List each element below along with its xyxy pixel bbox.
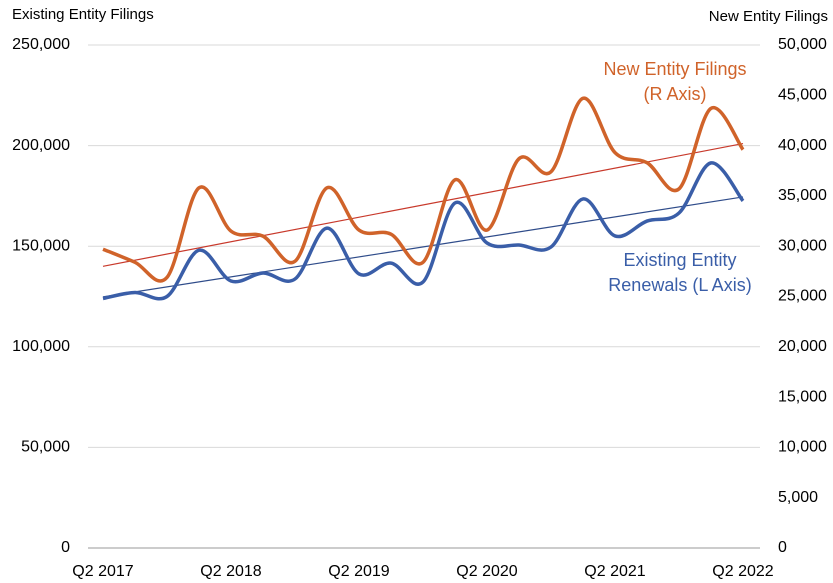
y2-tick-label: 15,000 xyxy=(778,388,827,405)
y2-tick-label: 30,000 xyxy=(778,237,827,254)
series-line xyxy=(102,161,745,301)
y-tick-label: 150,000 xyxy=(12,237,70,254)
series-annotation: Renewals (L Axis) xyxy=(608,275,751,295)
y-tick-label: 50,000 xyxy=(21,439,70,456)
x-tick-label: Q2 2017 xyxy=(72,563,133,580)
y2-tick-label: 40,000 xyxy=(778,137,827,154)
x-tick-label: Q2 2022 xyxy=(712,563,773,580)
series-annotation: (R Axis) xyxy=(644,84,707,104)
series-annotation: New Entity Filings xyxy=(603,59,746,79)
x-tick-label: Q2 2020 xyxy=(456,563,517,580)
y-tick-label: 200,000 xyxy=(12,137,70,154)
y-tick-label: 100,000 xyxy=(12,338,70,355)
y2-axis-title: New Entity Filings xyxy=(709,8,828,25)
x-tick-label: Q2 2021 xyxy=(584,563,645,580)
y-tick-label: 0 xyxy=(61,539,70,556)
trend-line xyxy=(102,142,744,267)
y2-tick-label: 25,000 xyxy=(778,288,827,305)
x-tick-label: Q2 2019 xyxy=(328,563,389,580)
series-line xyxy=(102,96,745,283)
trend-line xyxy=(102,196,744,298)
y-axis-title: Existing Entity Filings xyxy=(12,6,154,23)
y-tick-label: 250,000 xyxy=(12,36,70,53)
y2-tick-label: 10,000 xyxy=(778,439,827,456)
y2-tick-label: 20,000 xyxy=(778,338,827,355)
series-annotation: Existing Entity xyxy=(623,250,736,270)
y2-tick-label: 50,000 xyxy=(778,36,827,53)
x-tick-label: Q2 2018 xyxy=(200,563,261,580)
y2-tick-label: 45,000 xyxy=(778,87,827,104)
y2-tick-label: 0 xyxy=(778,539,787,556)
y2-tick-label: 5,000 xyxy=(778,489,818,506)
y2-tick-label: 35,000 xyxy=(778,187,827,204)
